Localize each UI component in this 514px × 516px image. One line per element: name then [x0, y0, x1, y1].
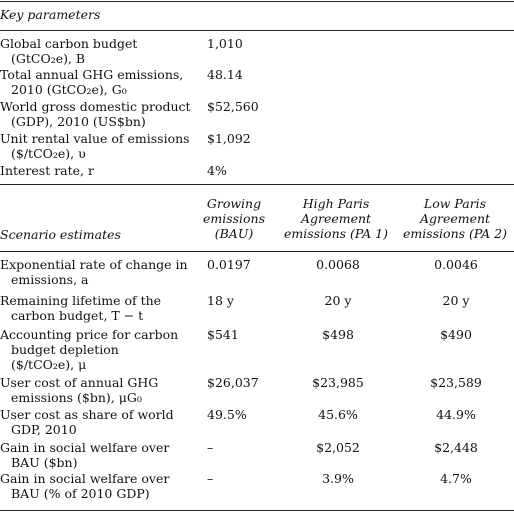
- value-pa2: $490: [440, 327, 472, 342]
- param-label-world-gdp: World gross domestic product (GDP), 2010…: [0, 99, 191, 129]
- top-rule: [0, 1, 514, 2]
- section-rule: [0, 184, 514, 185]
- value-bau: $26,037: [207, 375, 259, 390]
- value-pa1: 20 y: [324, 293, 352, 308]
- value-bau: 49.5%: [207, 407, 247, 422]
- value-pa2: 44.9%: [436, 407, 476, 422]
- value-pa1: 45.6%: [318, 407, 358, 422]
- row-label-user-cost: User cost of annual GHG emissions ($bn),…: [0, 375, 159, 405]
- row-label-rate-of-change: Exponential rate of change in emissions,…: [0, 257, 188, 287]
- value-bau: 18 y: [207, 293, 234, 308]
- value-bau: $541: [207, 327, 239, 342]
- value-pa2: 4.7%: [440, 471, 472, 486]
- value-pa1: $498: [322, 327, 354, 342]
- row-label-gain-welfare-pct: Gain in social welfare over BAU (% of 20…: [0, 471, 170, 501]
- value-pa2: $23,589: [430, 375, 482, 390]
- value-bau: –: [207, 440, 214, 455]
- value-pa2: 20 y: [442, 293, 470, 308]
- value-bau: 0.0197: [207, 257, 251, 272]
- param-label-interest-rate: Interest rate, r: [0, 163, 94, 178]
- value-pa1: $23,985: [312, 375, 364, 390]
- param-value: 4%: [207, 163, 227, 178]
- row-label-gain-welfare-bn: Gain in social welfare over BAU ($bn): [0, 440, 170, 470]
- value-pa2: $2,448: [434, 440, 478, 455]
- row-label-user-cost-share: User cost as share of world GDP, 2010: [0, 407, 174, 437]
- value-pa1: $2,052: [316, 440, 360, 455]
- bottom-rule: [0, 510, 514, 511]
- column-header-pa2: Low Paris Agreement emissions (PA 2): [402, 196, 507, 241]
- param-label-total-emissions: Total annual GHG emissions, 2010 (GtCO₂e…: [0, 67, 184, 97]
- param-value: $52,560: [207, 99, 259, 114]
- scenario-estimates-heading: Scenario estimates: [0, 227, 121, 242]
- param-value: $1,092: [207, 131, 251, 146]
- column-header-pa1: High Paris Agreement emissions (PA 1): [283, 196, 388, 241]
- value-pa2: 0.0046: [434, 257, 478, 272]
- section-rule: [0, 30, 514, 31]
- column-header-bau: Growing emissions (BAU): [202, 196, 266, 241]
- param-value: 1,010: [207, 36, 243, 51]
- param-value: 48.14: [207, 67, 243, 82]
- header-rule: [0, 251, 514, 252]
- row-label-accounting-price: Accounting price for carbon budget deple…: [0, 327, 179, 372]
- value-bau: –: [207, 471, 214, 486]
- row-label-remaining-lifetime: Remaining lifetime of the carbon budget,…: [0, 293, 162, 323]
- param-label-unit-rental-value: Unit rental value of emissions ($/tCO₂e)…: [0, 131, 190, 161]
- value-pa1: 0.0068: [316, 257, 360, 272]
- key-parameters-heading: Key parameters: [0, 7, 101, 22]
- param-label-global-carbon-budget: Global carbon budget (GtCO₂e), B: [0, 36, 138, 66]
- value-pa1: 3.9%: [322, 471, 354, 486]
